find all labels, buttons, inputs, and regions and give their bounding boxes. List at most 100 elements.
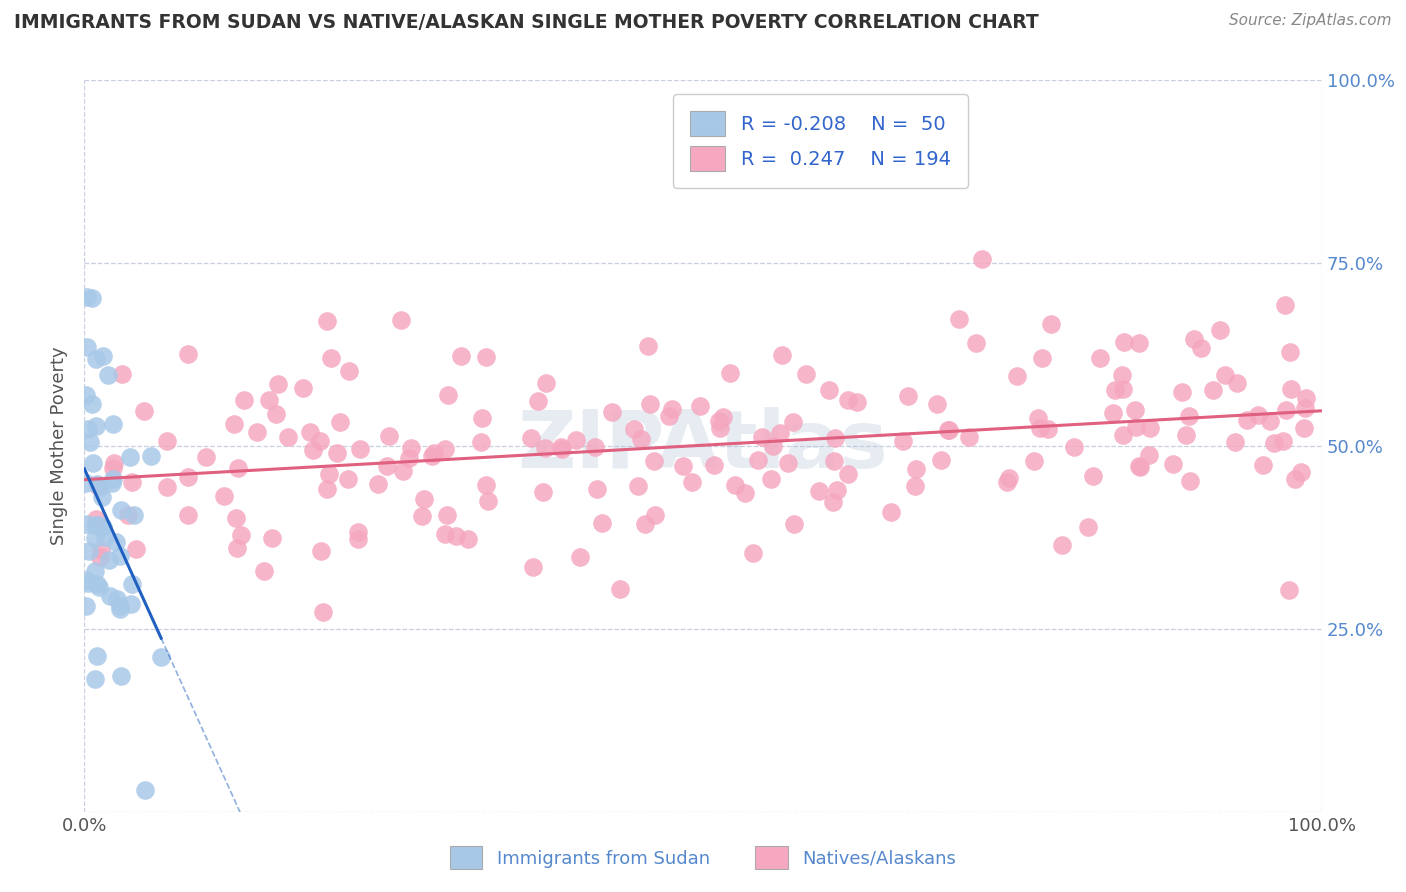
Point <box>1022 454 1045 468</box>
Point <box>121 475 143 490</box>
Point <box>444 529 467 543</box>
Point <box>1031 351 1053 365</box>
Point <box>1039 317 1062 331</box>
Point <box>1178 409 1201 423</box>
Point <box>75 516 97 531</box>
Point <box>1178 474 1201 488</box>
Point <box>401 441 423 455</box>
Point <box>75 599 97 613</box>
Point <box>121 577 143 591</box>
Point <box>734 485 756 500</box>
Point <box>1163 457 1185 471</box>
Point <box>658 409 681 423</box>
Point <box>118 450 141 465</box>
Point <box>309 434 332 448</box>
Point <box>422 445 444 459</box>
Legend: R = -0.208    N =  50, R =  0.247    N = 194: R = -0.208 N = 50, R = 0.247 N = 194 <box>672 94 969 188</box>
Point <box>644 508 666 522</box>
Point <box>266 407 288 421</box>
Point <box>522 559 544 574</box>
Point <box>84 517 107 532</box>
Point <box>298 425 321 439</box>
Text: Source: ZipAtlas.com: Source: ZipAtlas.com <box>1229 13 1392 29</box>
Point <box>257 392 280 407</box>
Point <box>375 458 398 473</box>
Point <box>101 417 124 432</box>
Point <box>291 381 314 395</box>
Point <box>86 512 108 526</box>
Point <box>89 480 111 494</box>
Point <box>90 542 112 557</box>
Point <box>550 440 572 454</box>
Point <box>634 517 657 532</box>
Point <box>76 289 98 303</box>
Point <box>972 252 994 266</box>
Point <box>103 472 125 486</box>
Point <box>83 672 105 686</box>
Point <box>569 550 592 565</box>
Point <box>585 482 607 496</box>
Point <box>80 291 103 305</box>
Point <box>326 446 349 460</box>
Point <box>87 580 110 594</box>
Point <box>471 410 494 425</box>
Point <box>434 442 457 456</box>
Point <box>1226 376 1249 391</box>
Point <box>751 430 773 444</box>
Point <box>995 475 1018 489</box>
Point <box>91 349 114 363</box>
Point <box>623 422 645 436</box>
Point <box>1279 382 1302 396</box>
Point <box>531 485 554 500</box>
Point <box>643 453 665 467</box>
Point <box>1274 297 1296 311</box>
Point <box>329 416 352 430</box>
Point <box>245 425 267 439</box>
Point <box>1104 383 1126 397</box>
Point <box>564 433 586 447</box>
Point <box>520 431 543 445</box>
Point <box>1029 421 1052 435</box>
Point <box>965 336 987 351</box>
Point <box>225 510 247 524</box>
Point <box>79 434 101 449</box>
Point <box>782 516 804 531</box>
Point <box>156 434 179 448</box>
Point <box>1125 420 1147 434</box>
Point <box>1294 421 1316 435</box>
Point <box>823 454 845 468</box>
Point <box>724 477 747 491</box>
Point <box>1137 449 1160 463</box>
Point <box>1129 459 1152 474</box>
Text: IMMIGRANTS FROM SUDAN VS NATIVE/ALASKAN SINGLE MOTHER POVERTY CORRELATION CHART: IMMIGRANTS FROM SUDAN VS NATIVE/ALASKAN … <box>14 13 1039 32</box>
Point <box>1174 428 1197 442</box>
Point <box>1114 335 1136 350</box>
Point <box>315 482 337 496</box>
Point <box>134 782 156 797</box>
Point <box>89 550 111 565</box>
Point <box>98 589 121 603</box>
Point <box>904 479 927 493</box>
Point <box>437 388 460 402</box>
Point <box>318 467 340 481</box>
Point <box>689 399 711 413</box>
Point <box>707 414 730 428</box>
Point <box>1291 465 1313 479</box>
Point <box>176 347 198 361</box>
Point <box>925 396 948 410</box>
Point <box>75 574 97 588</box>
Point <box>337 364 360 378</box>
Point <box>84 531 107 545</box>
Point <box>1026 410 1049 425</box>
Point <box>550 442 572 456</box>
Y-axis label: Single Mother Poverty: Single Mother Poverty <box>51 347 69 545</box>
Point <box>1208 323 1230 337</box>
Point <box>672 458 695 473</box>
Point <box>120 597 142 611</box>
Point <box>627 479 650 493</box>
Point <box>91 520 114 534</box>
Point <box>457 532 479 546</box>
Point <box>1005 369 1028 384</box>
Point <box>818 383 841 397</box>
Point <box>378 429 401 443</box>
